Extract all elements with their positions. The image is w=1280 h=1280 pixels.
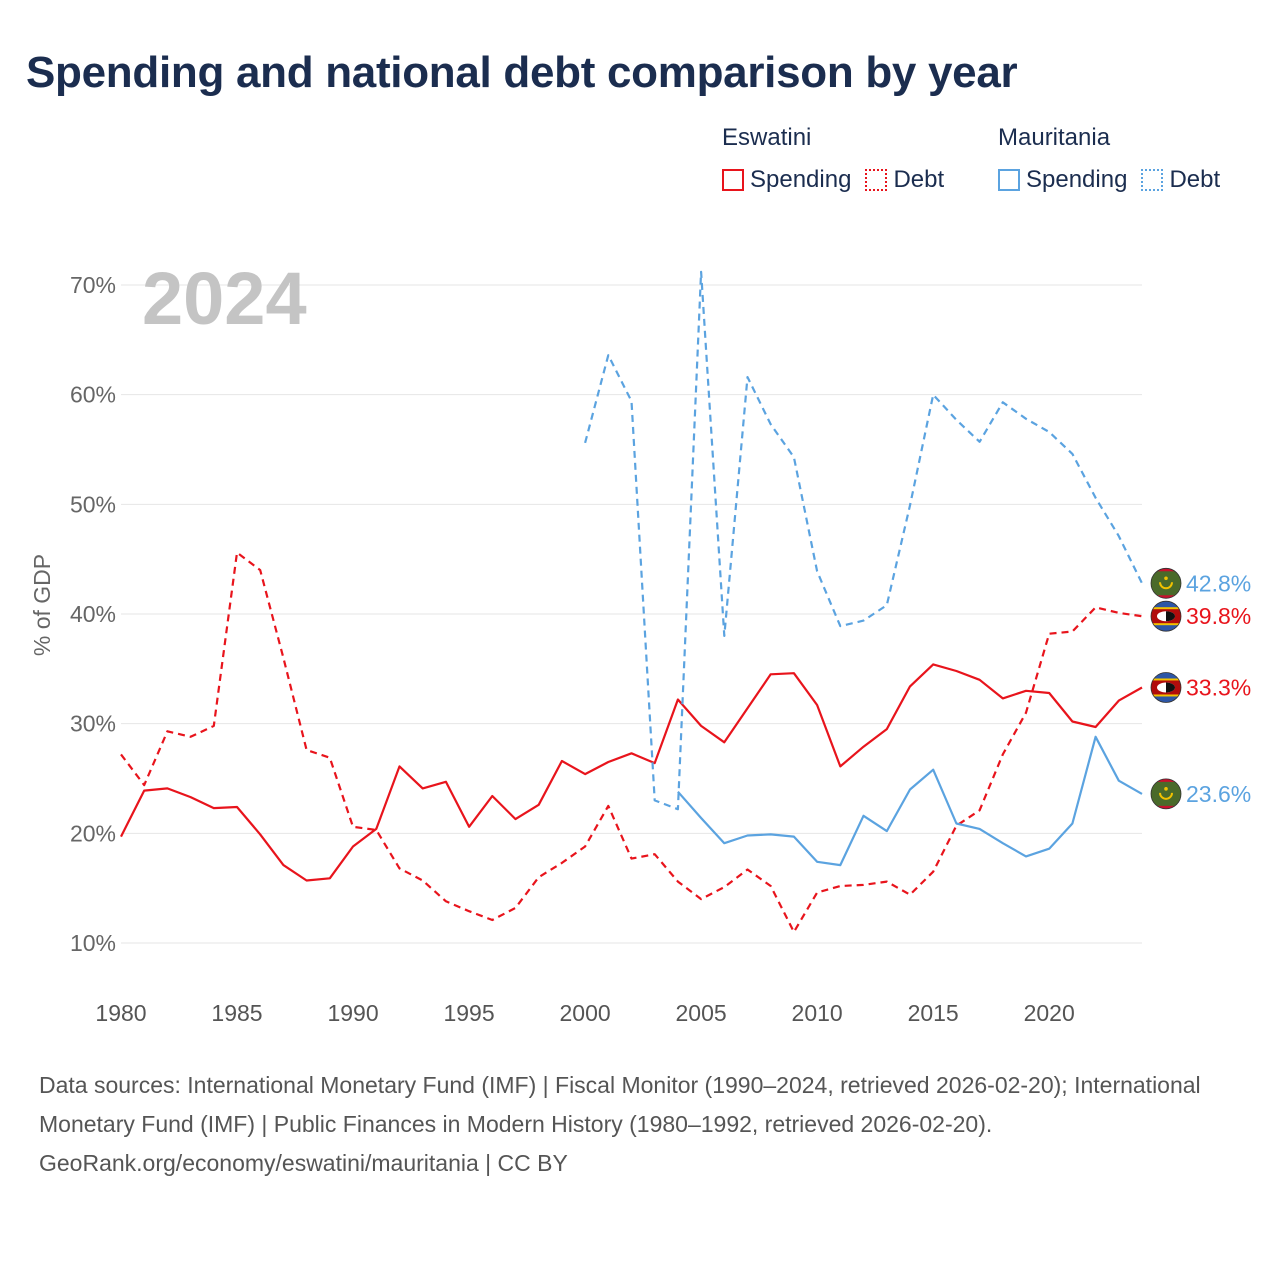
x-tick-label: 2020 [1024,1000,1075,1026]
series-line-mauritania-debt [584,270,1143,811]
chart-title: Spending and national debt comparison by… [26,48,1018,97]
y-tick-label: 30% [70,711,116,737]
legend-item-eswatini-spending[interactable]: Spending [722,166,851,194]
series-line-mauritania-spending [677,735,1143,867]
x-axis-ticks: 1980 1985 1990 1995 2000 2005 2010 2015 2020 [95,1000,1074,1026]
legend-country-label: Mauritania [998,124,1111,151]
legend-swatch-solid [722,169,744,191]
series-lines [120,270,1143,934]
year-watermark: 2024 [142,257,307,340]
y-axis-label: % of GDP [29,554,55,656]
end-value-label: 33.3% [1186,674,1251,700]
x-tick-label: 1980 [95,1000,146,1026]
grid-lines [121,284,1142,944]
legend-label: Spending [1026,166,1128,193]
end-labels: 33.3% 39.8% 23.6% 42.8% [1150,567,1251,810]
legend-swatch-dotted [865,169,888,191]
series-line-eswatini-debt [120,551,1143,934]
y-tick-label: 20% [70,820,116,846]
footer: Data sources: International Monetary Fun… [39,1066,1239,1183]
end-value-label: 23.6% [1186,781,1251,807]
legend-item-eswatini-debt[interactable]: Debt [865,166,944,194]
end-label-group: 39.8% [1150,600,1251,632]
y-tick-label: 60% [70,382,116,408]
y-tick-label: 50% [70,491,116,517]
legend-swatch-dotted [1141,169,1164,191]
y-tick-label: 10% [70,930,116,956]
legend-country-label: Eswatini [722,124,812,151]
legend-label: Debt [1169,166,1221,193]
mauritania-flag-icon [1151,568,1181,599]
end-label-group: 42.8% [1150,567,1251,599]
end-value-label: 39.8% [1186,603,1251,629]
legend-swatch-solid [998,169,1020,191]
y-axis-ticks: 10% 20% 30% 40% 50% 60% 70% [70,272,116,956]
end-label-group: 33.3% [1150,672,1251,703]
y-tick-label: 40% [70,601,116,627]
series-line-eswatini-spending [120,663,1143,882]
end-label-group: 23.6% [1150,778,1251,810]
eswatini-flag-icon [1151,672,1181,703]
data-sources: Data sources: International Monetary Fun… [39,1072,1201,1137]
x-tick-label: 2000 [560,1000,611,1026]
legend-group-eswatini: Eswatini Spending Debt [722,124,958,194]
x-tick-label: 1995 [443,1000,494,1026]
line-chart: 10% 20% 30% 40% 50% 60% 70% 1980 1985 1990 1995 20… [29,257,1251,1026]
legend-label: Spending [750,166,852,193]
mauritania-flag-icon [1151,778,1181,809]
legend-item-mauritania-spending[interactable]: Spending [998,166,1127,194]
x-tick-label: 2010 [792,1000,843,1026]
eswatini-flag-icon [1151,601,1181,632]
legend-item-mauritania-debt[interactable]: Debt [1141,166,1220,194]
credit-link[interactable]: GeoRank.org/economy/eswatini/mauritania … [39,1150,568,1176]
x-tick-label: 2015 [908,1000,959,1026]
x-tick-label: 2005 [676,1000,727,1026]
legend-group-mauritania: Mauritania Spending Debt [998,124,1234,194]
x-tick-label: 1985 [211,1000,262,1026]
y-tick-label: 70% [70,272,116,298]
x-tick-label: 1990 [327,1000,378,1026]
legend-label: Debt [893,166,945,193]
end-value-label: 42.8% [1186,570,1251,596]
